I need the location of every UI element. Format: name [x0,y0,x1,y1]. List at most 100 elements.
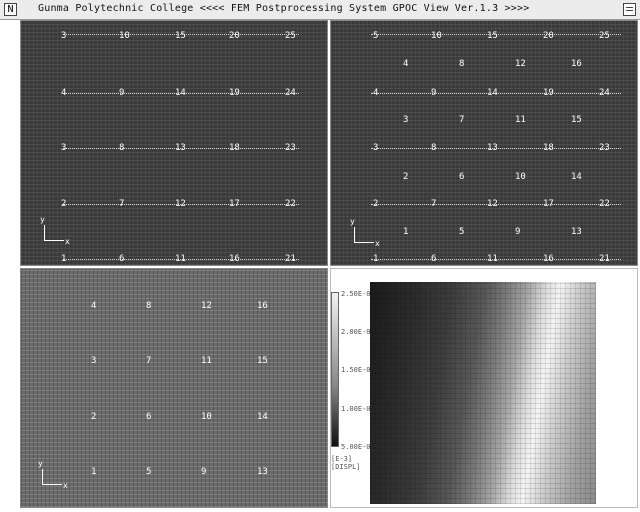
node-label: 3 [61,31,67,41]
node-label: 14 [175,88,186,98]
node-label: 16 [571,59,582,69]
node-label: 6 [119,254,125,264]
axis-y-label: y [38,459,43,468]
app-icon[interactable]: N [4,3,17,16]
node-label: 3 [91,356,97,366]
window-title-bar: N Gunma Polytechnic College <<<< FEM Pos… [0,0,640,20]
node-label: 18 [229,143,240,153]
node-label: 25 [599,31,610,41]
node-label: 14 [487,88,498,98]
node-label: 21 [285,254,296,264]
node-label: 4 [373,88,379,98]
node-label: 4 [61,88,67,98]
mesh-line [371,148,621,149]
mesh-line [371,259,621,260]
viewport-top-left[interactable]: 3 10 15 20 25 4 9 14 19 24 3 8 13 18 23 … [20,20,328,266]
color-legend-bar [331,292,339,447]
node-label: 1 [403,227,409,237]
node-label: 16 [543,254,554,264]
node-label: 3 [373,143,379,153]
node-label: 16 [257,301,268,311]
node-label: 12 [515,59,526,69]
node-label: 22 [599,199,610,209]
node-label: 24 [599,88,610,98]
node-label: 4 [403,59,409,69]
legend-tick-label: 1.50E-002 [341,366,379,374]
node-label: 7 [119,199,125,209]
node-label: 10 [119,31,130,41]
node-label: 15 [257,356,268,366]
node-label: 15 [571,115,582,125]
viewport-bottom-left[interactable]: 4 8 12 16 3 7 11 15 2 6 10 14 1 5 9 13 y… [20,268,328,508]
node-label: 17 [229,199,240,209]
node-label: 9 [515,227,521,237]
viewport-top-right[interactable]: 5 10 15 20 25 4 8 12 16 4 9 14 19 24 3 7… [330,20,638,266]
mesh-line [63,93,299,94]
node-label: 5 [459,227,465,237]
window-title: Gunma Polytechnic College <<<< FEM Postp… [38,3,530,14]
legend-unit-line-2: [DISPL] [331,463,361,471]
node-label: 1 [91,467,97,477]
node-label: 21 [599,254,610,264]
node-label: 22 [285,199,296,209]
node-label: 13 [487,143,498,153]
node-label: 7 [459,115,465,125]
legend-unit-label: [E-3] [DISPL] [331,455,361,471]
node-label: 7 [146,356,152,366]
node-label: 11 [515,115,526,125]
node-label: 11 [201,356,212,366]
mesh-line [63,34,299,35]
mesh-line [371,34,621,35]
mesh-line [371,93,621,94]
window-menu-icon[interactable] [623,3,636,16]
axis-y-label: y [350,217,355,226]
node-label: 2 [373,199,379,209]
node-label: 17 [543,199,554,209]
node-label: 20 [229,31,240,41]
node-label: 6 [431,254,437,264]
node-label: 2 [91,412,97,422]
node-label: 14 [571,172,582,182]
node-label: 3 [403,115,409,125]
contour-plot-image [370,282,596,504]
node-label: 12 [175,199,186,209]
node-label: 2 [61,199,67,209]
mesh-line [371,204,621,205]
node-label: 11 [175,254,186,264]
legend-tick-label: 5.00E-003 [341,443,379,451]
node-label: 18 [543,143,554,153]
axis-triad-icon: y x [40,215,70,246]
node-label: 23 [599,143,610,153]
node-label: 1 [373,254,379,264]
node-label: 13 [175,143,186,153]
node-label: 16 [229,254,240,264]
node-label: 9 [201,467,207,477]
axis-x-label: x [63,481,68,490]
node-label: 8 [146,301,152,311]
node-label: 5 [373,31,379,41]
node-label: 12 [487,199,498,209]
mesh-line [63,204,299,205]
node-label: 10 [431,31,442,41]
node-label: 9 [431,88,437,98]
node-label: 19 [229,88,240,98]
node-label: 10 [201,412,212,422]
node-label: 15 [175,31,186,41]
node-label: 12 [201,301,212,311]
node-label: 1 [61,254,67,264]
axis-y-label: y [40,215,45,224]
node-label: 23 [285,143,296,153]
axis-x-label: x [65,237,70,246]
node-label: 6 [459,172,465,182]
node-label: 9 [119,88,125,98]
node-label: 6 [146,412,152,422]
node-label: 4 [91,301,97,311]
legend-tick-label: 2.00E-002 [341,328,379,336]
legend-tick-label: 2.50E-002 [341,290,379,298]
node-label: 19 [543,88,554,98]
node-label: 13 [571,227,582,237]
legend-unit-line-1: [E-3] [331,455,353,463]
mesh-line [63,148,299,149]
node-label: 7 [431,199,437,209]
legend-tick-label: 1.00E-002 [341,405,379,413]
